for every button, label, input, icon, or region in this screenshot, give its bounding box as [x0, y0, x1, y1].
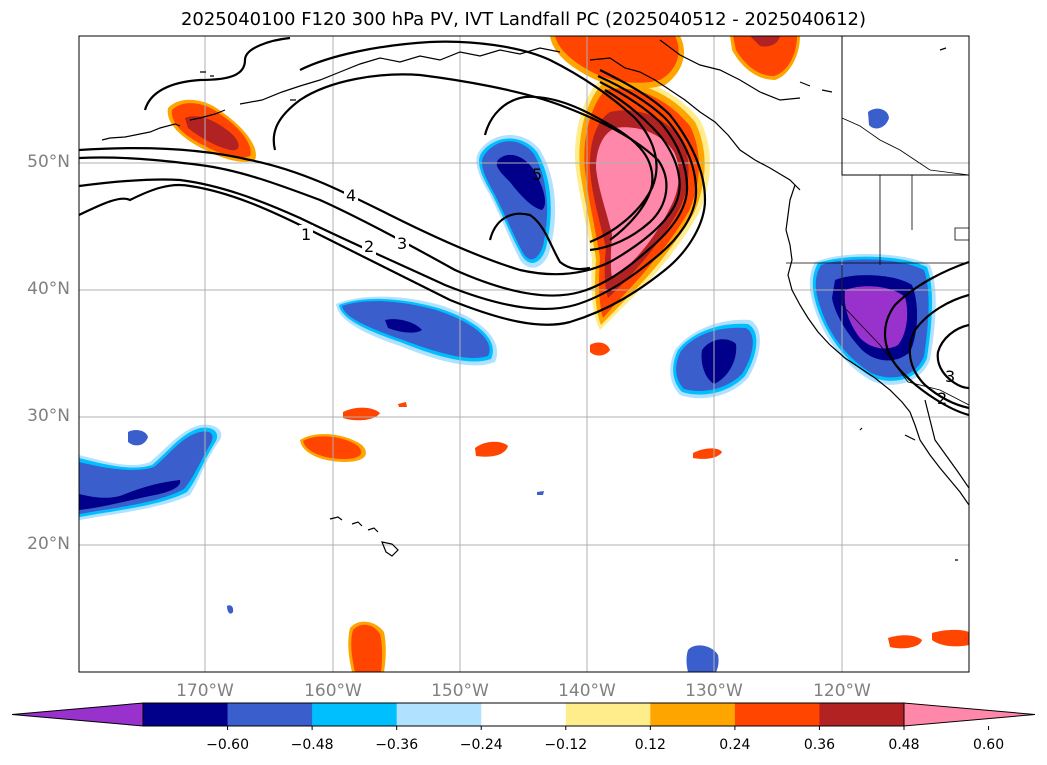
map-frame: [78, 35, 970, 673]
lat-label-30n: 30°N: [27, 406, 70, 426]
contour-label-ca-2: 2: [937, 389, 947, 408]
colorbar-segment: [650, 703, 736, 726]
colorbar-segment: [734, 703, 820, 726]
colorbar-tick-label: −0.12: [544, 737, 588, 753]
colorbar-segment: [565, 703, 651, 726]
map-plot-area: [79, 36, 969, 672]
coastlines: [101, 36, 969, 561]
colorbar-tick-label: 0.24: [719, 737, 751, 753]
colorbar-segment: [481, 703, 567, 726]
lon-label-130w: 130°W: [685, 681, 743, 701]
colorbar-tick-label: 0.48: [888, 737, 920, 753]
colorbar-segment: [819, 703, 905, 726]
colorbar: [11, 702, 1036, 730]
colorbar-tick-label: −0.24: [459, 737, 503, 753]
colorbar-segment: [143, 703, 229, 726]
colorbar-tick-label: −0.60: [206, 737, 249, 753]
lat-label-50n: 50°N: [27, 152, 70, 172]
colorbar-tick-label: 0.36: [803, 737, 836, 753]
colorbar-tick-label: −0.48: [290, 737, 334, 753]
contour-label-1: 1: [301, 225, 311, 244]
lon-label-140w: 140°W: [558, 681, 616, 701]
lon-label-170w: 170°W: [176, 681, 234, 701]
ivt-contours: [79, 36, 969, 417]
contour-label-3: 3: [397, 234, 407, 253]
contour-label-4: 4: [346, 186, 356, 205]
colorbar-segment: [396, 703, 482, 726]
colorbar-tick-label: 0.12: [634, 737, 666, 753]
colorbar-tick-label: 0.60: [972, 737, 1005, 753]
colorbar-segment: [227, 703, 313, 726]
lon-label-160w: 160°W: [304, 681, 362, 701]
colorbar-tick-label: −0.36: [375, 737, 419, 753]
lon-label-150w: 150°W: [431, 681, 489, 701]
lat-label-20n: 20°N: [27, 534, 70, 554]
contour-label-ca-3: 3: [945, 367, 955, 386]
colorbar-frame: [142, 702, 905, 727]
lon-label-120w: 120°W: [813, 681, 871, 701]
lat-label-40n: 40°N: [27, 279, 70, 299]
negative-pv-anomalies: [79, 108, 936, 672]
graticule: [79, 36, 969, 672]
contour-labels: 1 2 3 4 5 2 3: [299, 165, 955, 408]
contour-label-5: 5: [532, 165, 542, 184]
contour-label-2: 2: [364, 237, 374, 256]
colorbar-extend-max: [903, 702, 1036, 727]
colorbar-segment: [312, 703, 398, 726]
colorbar-extend-min: [11, 702, 144, 727]
map-title: 2025040100 F120 300 hPa PV, IVT Landfall…: [180, 9, 867, 30]
